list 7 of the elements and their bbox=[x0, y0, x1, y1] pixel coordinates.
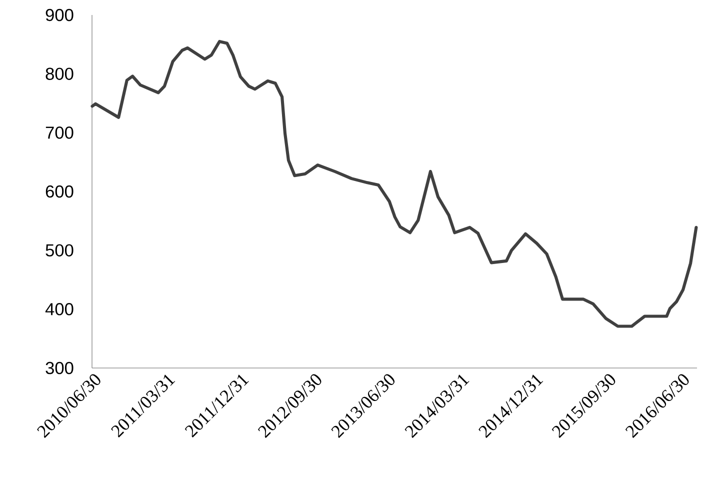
y-tick-label: 700 bbox=[46, 126, 74, 139]
y-tick-label: 600 bbox=[46, 185, 74, 198]
y-tick-label: 800 bbox=[46, 68, 74, 80]
y-tick-label: 400 bbox=[45, 303, 74, 316]
y-tick-label: 900 bbox=[46, 8, 74, 22]
y-tick-label: 300 bbox=[46, 362, 74, 374]
y-tick-label: 500 bbox=[46, 244, 74, 256]
